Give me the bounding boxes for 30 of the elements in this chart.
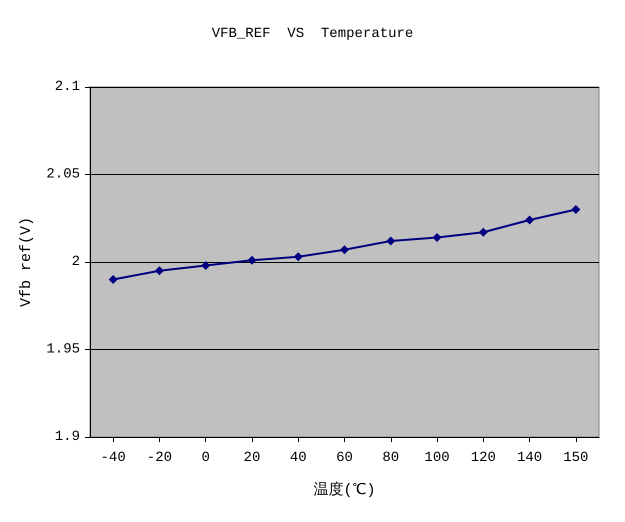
y-tick-label: 1.95	[46, 342, 80, 358]
y-tick-label: 2	[72, 254, 80, 270]
y-axis-title: Vfb ref(V)	[18, 216, 35, 308]
y-tick-label: 2.05	[46, 166, 80, 182]
x-tick-label: 150	[563, 450, 588, 466]
x-tick-label: -40	[100, 450, 126, 466]
x-tick-label: 40	[290, 450, 307, 466]
x-tick-label: 100	[424, 450, 450, 466]
x-tick-label: 20	[244, 450, 260, 466]
y-tick-label: 1.9	[54, 429, 80, 445]
x-tick-label: 120	[470, 450, 496, 466]
point	[340, 245, 349, 254]
y-tick-label: 2.1	[54, 79, 80, 95]
point	[525, 216, 534, 224]
chart-title: VFB_REF VS Temperature	[212, 26, 414, 42]
point	[108, 275, 118, 284]
x-tick-label: 140	[516, 450, 542, 466]
x-tick-label: 80	[382, 450, 400, 466]
x-axis-title: 温度(℃)	[313, 481, 376, 499]
x-tick-label: 0	[201, 450, 210, 466]
point	[247, 256, 256, 265]
point	[201, 261, 210, 270]
point	[294, 252, 303, 262]
x-tick-label: -20	[146, 450, 172, 466]
point	[154, 266, 164, 276]
point	[478, 228, 488, 237]
point	[386, 236, 396, 246]
x-tick-label: 60	[336, 450, 353, 466]
point	[432, 233, 442, 242]
point	[571, 205, 580, 214]
